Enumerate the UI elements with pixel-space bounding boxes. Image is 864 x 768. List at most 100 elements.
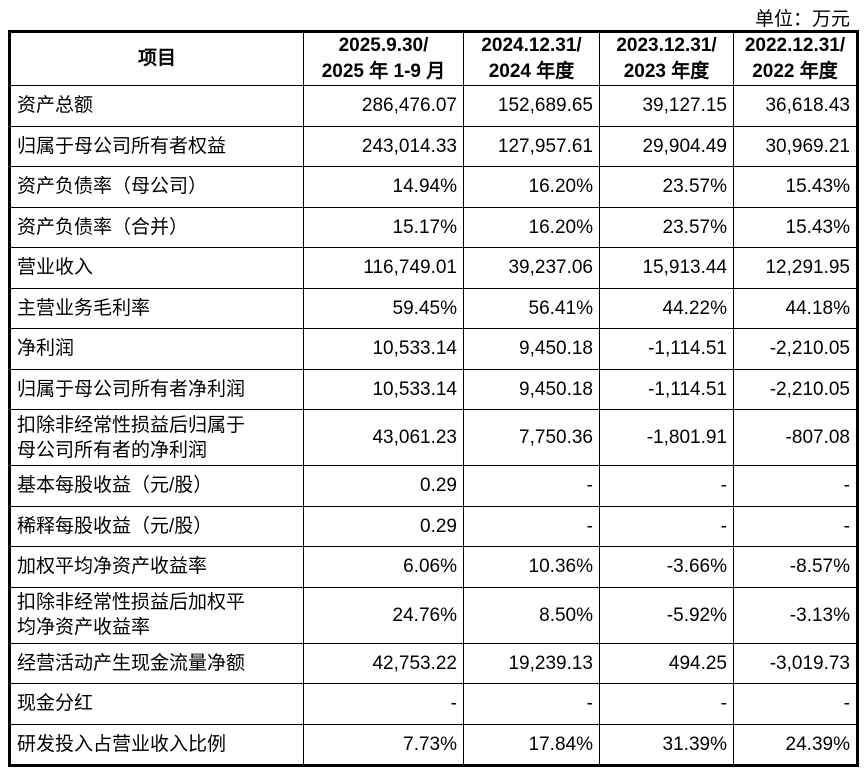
cell-value: 30,969.21 <box>733 125 858 167</box>
header-text: 项目 <box>137 48 176 69</box>
table-row: 现金分红 - - - - <box>9 683 858 725</box>
cell-value: 494.25 <box>599 642 734 684</box>
table-row: 资产负债率（母公司） 14.94% 16.20% 23.57% 15.43% <box>9 166 858 208</box>
cell-value: 15.43% <box>733 206 858 248</box>
header-text: 2024 年度 <box>488 61 575 82</box>
cell-value: 39,237.06 <box>463 247 600 289</box>
table-row: 扣除非经常性损益后归属于 母公司所有者的净利润 43,061.23 7,750.36-… <box>9 409 858 466</box>
row-label-text: 经营活动产生现金流量净额 <box>17 652 246 674</box>
row-label-text: 扣除非经常性损益后加权平 <box>17 592 246 613</box>
row-label-text: 加权平均净资产收益率 <box>17 556 208 578</box>
cell-value: - <box>463 505 600 547</box>
cell-value: 24.39% <box>733 723 858 766</box>
cell-value: 16.20% <box>463 166 600 208</box>
row-label-text: 资产总额 <box>17 95 94 117</box>
cell-value: 14.94% <box>303 166 464 208</box>
row-label: 资产负债率（合并） <box>9 206 304 248</box>
cell-value: 0.29 <box>303 505 464 547</box>
row-label-text: 营业收入 <box>17 257 94 279</box>
cell-value: - <box>463 465 600 507</box>
cell-value: - <box>733 505 858 547</box>
row-label-text: 扣除非经常性损益后归属于 <box>17 414 246 436</box>
header-period-1: 2025.9.30/2025 年 1-9 月 <box>303 31 464 86</box>
row-label-text: 归属于母公司所有者权益 <box>17 135 227 157</box>
row-label-text: 稀释每股收益（元/股） <box>17 515 213 537</box>
table-row: 稀释每股收益（元/股） 0.29- - - <box>9 505 858 547</box>
row-label-text: 研发投入占营业收入比例 <box>17 733 227 755</box>
cell-value: - <box>463 683 600 725</box>
row-label: 经营活动产生现金流量净额 <box>9 642 304 684</box>
cell-value: 0.29 <box>303 465 464 507</box>
financial-summary-table: 项目 2025.9.30/2025 年 1-9 月 2024.12.31/2024 … <box>8 30 859 767</box>
cell-value: 23.57% <box>599 166 734 208</box>
cell-value: 15.17% <box>303 206 464 248</box>
table-row: 营业收入 116,749.01 39,237.06 15,913.44 12,291.9… <box>9 247 858 289</box>
header-text: 2025 年 1-9 月 <box>321 61 446 82</box>
header-text: 2023.12.31/ <box>616 35 717 56</box>
cell-value: 7.73% <box>303 723 464 766</box>
cell-value: -1,801.91 <box>599 409 734 466</box>
row-label-text: 净利润 <box>17 338 75 360</box>
cell-value: -3.13% <box>733 586 858 644</box>
cell-value: 17.84% <box>463 723 600 766</box>
table-row: 研发投入占营业收入比例 7.73% 17.84% 31.39% 24.39% <box>9 723 858 766</box>
row-label-text: 母公司所有者的净利润 <box>17 439 208 461</box>
row-label: 扣除非经常性损益后加权平 均净资产收益率 <box>9 586 304 644</box>
row-label-text: 归属于母公司所有者净利润 <box>17 378 246 400</box>
unit-label: 单位：万元 <box>754 9 850 30</box>
cell-value: - <box>733 465 858 507</box>
cell-value: 29,904.49 <box>599 125 734 167</box>
cell-value: -1,114.51 <box>599 328 734 370</box>
row-label: 营业收入 <box>9 247 304 289</box>
cell-value: 19,239.13 <box>463 642 600 684</box>
cell-value: -2,210.05 <box>733 368 858 410</box>
table-row: 主营业务毛利率 59.45% 56.41% 44.22% 44.18% <box>9 287 858 329</box>
header-period-4: 2022.12.31/2022 年度 <box>733 31 858 86</box>
cell-value: 43,061.23 <box>303 409 464 466</box>
cell-value: -3,019.73 <box>733 642 858 684</box>
cell-value: 243,014.33 <box>303 125 464 167</box>
cell-value: 56.41% <box>463 287 600 329</box>
header-text: 2025.9.30/ <box>338 35 429 56</box>
row-label-text: 主营业务毛利率 <box>17 297 151 319</box>
table-row: 资产负债率（合并） 15.17% 16.20% 23.57% 15.43% <box>9 206 858 248</box>
cell-value: 12,291.95 <box>733 247 858 289</box>
cell-value: 24.76% <box>303 586 464 644</box>
cell-value: 15,913.44 <box>599 247 734 289</box>
row-label: 净利润 <box>9 328 304 370</box>
cell-value: -3.66% <box>599 546 734 588</box>
cell-value: 15.43% <box>733 166 858 208</box>
row-label: 资产总额 <box>9 85 304 127</box>
cell-value: 59.45% <box>303 287 464 329</box>
cell-value: 6.06% <box>303 546 464 588</box>
cell-value: 286,476.07 <box>303 85 464 127</box>
table-row: 归属于母公司所有者权益 243,014.33 127,957.61 29,904.49… <box>9 125 858 167</box>
row-label: 研发投入占营业收入比例 <box>9 723 304 766</box>
cell-value: -2,210.05 <box>733 328 858 370</box>
cell-value: 23.57% <box>599 206 734 248</box>
cell-value: 39,127.15 <box>599 85 734 127</box>
cell-value: 9,450.18 <box>463 328 600 370</box>
table-row: 归属于母公司所有者净利润 10,533.14 9,450.18 -1,114.51 -2… <box>9 368 858 410</box>
cell-value: - <box>599 683 734 725</box>
header-text: 2023 年度 <box>623 61 710 82</box>
cell-value: - <box>599 505 734 547</box>
row-label-text: 基本每股收益（元/股） <box>17 475 213 497</box>
header-text: 2022 年度 <box>752 61 838 82</box>
cell-value: 7,750.36 <box>463 409 600 466</box>
cell-value: - <box>733 683 858 725</box>
row-label-text: 资产负债率（合并） <box>17 216 189 238</box>
row-label: 主营业务毛利率 <box>9 287 304 329</box>
cell-value: 31.39% <box>599 723 734 766</box>
cell-value: 116,749.01 <box>303 247 464 289</box>
cell-value: 152,689.65 <box>463 85 600 127</box>
cell-value: 10,533.14 <box>303 368 464 410</box>
cell-value: 42,753.22 <box>303 642 464 684</box>
cell-value: 127,957.61 <box>463 125 600 167</box>
header-item: 项目 <box>9 31 304 86</box>
cell-value: - <box>303 683 464 725</box>
header-period-2: 2024.12.31/2024 年度 <box>463 31 600 86</box>
table-row: 基本每股收益（元/股） 0.29- - - <box>9 465 858 507</box>
table-header-row: 项目 2025.9.30/2025 年 1-9 月 2024.12.31/2024 … <box>9 31 858 86</box>
cell-value: 36,618.43 <box>733 85 858 127</box>
